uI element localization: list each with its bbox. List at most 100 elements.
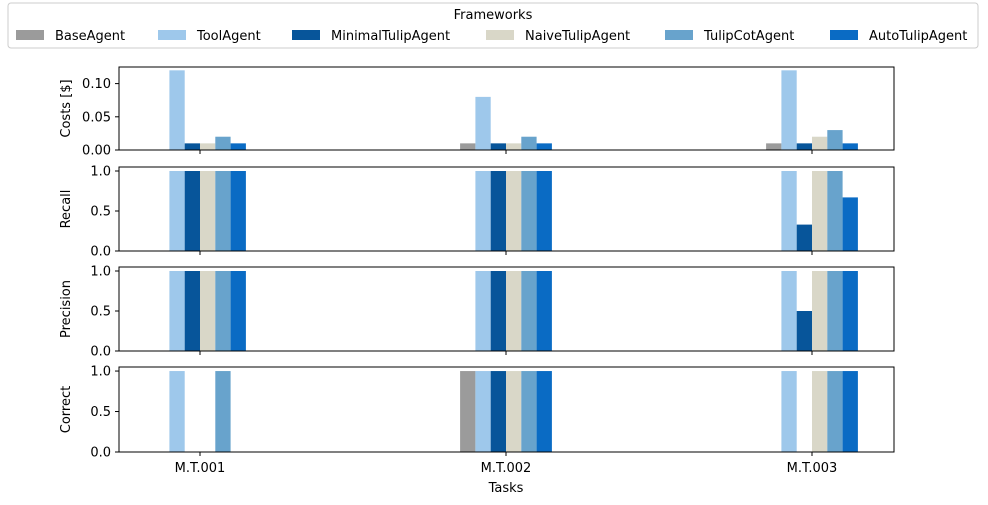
- bar-precision-tulipcotagent-m.t.002: [521, 271, 537, 351]
- bar-recall-naivetulipagent-m.t.001: [200, 171, 216, 251]
- bar-correct-toolagent-m.t.002: [475, 371, 491, 452]
- bar-precision-minimaltulipagent-m.t.003: [796, 311, 812, 351]
- bar-precision-autotulipagent-m.t.001: [230, 271, 246, 351]
- bar-correct-tulipcotagent-m.t.001: [215, 371, 231, 452]
- bar-correct-tulipcotagent-m.t.002: [521, 371, 537, 452]
- bar-precision-tulipcotagent-m.t.003: [827, 271, 843, 351]
- y-tick-label: 0.5: [90, 405, 111, 420]
- bar-correct-naivetulipagent-m.t.003: [812, 371, 828, 452]
- bar-precision-toolagent-m.t.001: [169, 271, 185, 351]
- bar-precision-minimaltulipagent-m.t.002: [490, 271, 506, 351]
- bar-correct-toolagent-m.t.001: [169, 371, 185, 452]
- bar-recall-naivetulipagent-m.t.003: [812, 171, 828, 251]
- bar-recall-autotulipagent-m.t.001: [230, 171, 246, 251]
- y-tick-label: 0.10: [82, 77, 111, 92]
- legend-entries: BaseAgent ToolAgent MinimalTulipAgent Naive…: [16, 29, 967, 44]
- bar-costs-baseagent-m.t.003: [766, 143, 782, 150]
- bar-costs-tulipcotagent-m.t.002: [521, 136, 537, 150]
- bar-costs-baseagent-m.t.002: [460, 143, 476, 150]
- bar-costs-tulipcotagent-m.t.003: [827, 130, 843, 150]
- bar-correct-autotulipagent-m.t.002: [536, 371, 552, 452]
- legend-label-baseagent: BaseAgent: [55, 29, 125, 44]
- bar-precision-tulipcotagent-m.t.001: [215, 271, 231, 351]
- legend-label-toolagent: ToolAgent: [196, 29, 261, 44]
- bar-costs-toolagent-m.t.003: [781, 70, 797, 150]
- bar-recall-toolagent-m.t.002: [475, 171, 491, 251]
- bar-costs-naivetulipagent-m.t.003: [812, 136, 828, 150]
- legend: Frameworks BaseAgent ToolAgent MinimalTuli…: [7, 2, 979, 49]
- bar-correct-naivetulipagent-m.t.002: [506, 371, 522, 452]
- x-tick-label-m.t.002: M.T.002: [481, 461, 532, 476]
- y-tick-label: 0.05: [82, 110, 111, 125]
- bar-correct-baseagent-m.t.002: [460, 371, 476, 452]
- bar-recall-minimaltulipagent-m.t.002: [490, 171, 506, 251]
- y-tick-label: 0.0: [90, 345, 111, 360]
- legend-swatch-toolagent: [158, 30, 186, 40]
- bar-recall-toolagent-m.t.001: [169, 171, 185, 251]
- y-axis-label-recall: Recall: [59, 190, 74, 229]
- bar-costs-tulipcotagent-m.t.001: [215, 136, 231, 150]
- panel-recall: 0.0 0.5 1.0 Recall: [59, 165, 895, 260]
- legend-swatch-baseagent: [16, 30, 44, 40]
- panel-costs: 0.00 0.05 0.10 Costs [$]: [59, 66, 895, 159]
- bar-costs-autotulipagent-m.t.001: [230, 143, 246, 150]
- bar-precision-autotulipagent-m.t.003: [842, 271, 858, 351]
- bar-costs-minimaltulipagent-m.t.001: [184, 143, 200, 150]
- bar-recall-toolagent-m.t.003: [781, 171, 797, 251]
- legend-swatch-minimaltulipagent: [292, 30, 320, 40]
- bar-costs-minimaltulipagent-m.t.002: [490, 143, 506, 150]
- y-tick-label: 1.0: [90, 165, 111, 180]
- bar-precision-minimaltulipagent-m.t.001: [184, 271, 200, 351]
- bar-costs-minimaltulipagent-m.t.003: [796, 143, 812, 150]
- bar-recall-autotulipagent-m.t.002: [536, 171, 552, 251]
- legend-swatch-naivetulipagent: [486, 30, 514, 40]
- panel-frame: [118, 66, 895, 151]
- legend-label-autotulipagent: AutoTulipAgent: [869, 29, 967, 44]
- legend-swatch-tulipcotagent: [665, 30, 693, 40]
- bar-recall-naivetulipagent-m.t.002: [506, 171, 522, 251]
- legend-label-naivetulipagent: NaiveTulipAgent: [525, 29, 630, 44]
- bar-precision-naivetulipagent-m.t.003: [812, 271, 828, 351]
- x-axis-label: Tasks: [488, 481, 524, 496]
- y-tick-label: 1.0: [90, 265, 111, 280]
- panel-precision: 0.0 0.5 1.0 Precision: [59, 265, 895, 360]
- bar-costs-toolagent-m.t.002: [475, 96, 491, 150]
- x-axis: M.T.001 M.T.002 M.T.003: [175, 461, 838, 476]
- bar-correct-minimaltulipagent-m.t.002: [490, 371, 506, 452]
- bar-costs-toolagent-m.t.001: [169, 70, 185, 150]
- bar-costs-autotulipagent-m.t.003: [842, 143, 858, 150]
- y-tick-label: 1.0: [90, 365, 111, 380]
- bar-recall-tulipcotagent-m.t.003: [827, 171, 843, 251]
- legend-frame: [7, 2, 979, 49]
- y-axis-label-precision: Precision: [59, 280, 74, 338]
- bar-correct-tulipcotagent-m.t.003: [827, 371, 843, 452]
- bar-recall-minimaltulipagent-m.t.001: [184, 171, 200, 251]
- bar-recall-autotulipagent-m.t.003: [842, 197, 858, 251]
- bar-costs-naivetulipagent-m.t.001: [200, 143, 216, 150]
- bar-precision-naivetulipagent-m.t.001: [200, 271, 216, 351]
- bar-correct-autotulipagent-m.t.003: [842, 371, 858, 452]
- bar-precision-autotulipagent-m.t.002: [536, 271, 552, 351]
- bar-recall-minimaltulipagent-m.t.003: [796, 224, 812, 251]
- bar-precision-toolagent-m.t.002: [475, 271, 491, 351]
- x-tick-label-m.t.003: M.T.003: [787, 461, 838, 476]
- y-tick-label: 0.5: [90, 305, 111, 320]
- bar-costs-naivetulipagent-m.t.002: [506, 143, 522, 150]
- legend-label-minimaltulipagent: MinimalTulipAgent: [331, 29, 450, 44]
- bar-precision-toolagent-m.t.003: [781, 271, 797, 351]
- y-tick-label: 0.00: [82, 144, 111, 159]
- bar-recall-tulipcotagent-m.t.001: [215, 171, 231, 251]
- legend-label-tulipcotagent: TulipCotAgent: [703, 29, 794, 44]
- y-axis-label-correct: Correct: [59, 386, 74, 433]
- legend-swatch-autotulipagent: [830, 30, 858, 40]
- y-tick-label: 0.0: [90, 446, 111, 461]
- y-axis-label-costs: Costs [$]: [59, 79, 74, 137]
- y-tick-label: 0.0: [90, 245, 111, 260]
- x-tick-label-m.t.001: M.T.001: [175, 461, 226, 476]
- y-tick-label: 0.5: [90, 205, 111, 220]
- bar-recall-tulipcotagent-m.t.002: [521, 171, 537, 251]
- legend-title: Frameworks: [454, 8, 533, 23]
- bar-precision-naivetulipagent-m.t.002: [506, 271, 522, 351]
